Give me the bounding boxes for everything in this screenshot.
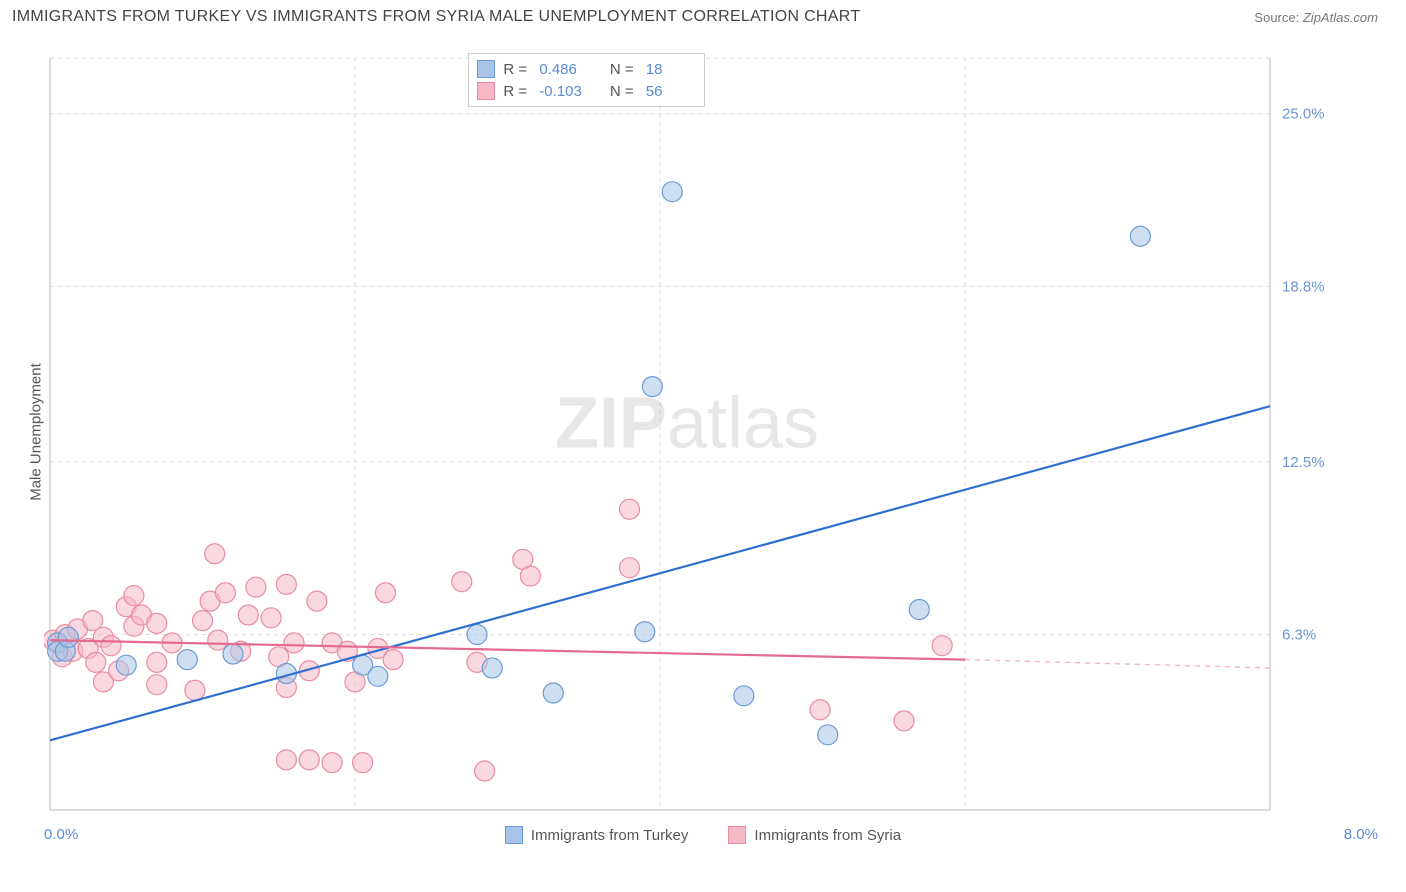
source-label: Source:	[1254, 10, 1299, 25]
scatter-point	[86, 652, 106, 672]
scatter-point	[147, 652, 167, 672]
scatter-point	[322, 753, 342, 773]
scatter-point	[276, 750, 296, 770]
scatter-point	[208, 630, 228, 650]
scatter-point	[909, 599, 929, 619]
scatter-point	[620, 499, 640, 519]
correlation-legend-box: R = 0.486 N = 18R = -0.103 N = 56	[468, 53, 748, 113]
scatter-point	[482, 658, 502, 678]
scatter-point	[383, 650, 403, 670]
scatter-point	[116, 655, 136, 675]
y-tick-label: 18.8%	[1282, 278, 1325, 295]
scatter-point	[101, 636, 121, 656]
legend-swatch	[505, 826, 523, 844]
scatter-point	[353, 753, 373, 773]
legend-swatch	[728, 826, 746, 844]
scatter-point	[58, 627, 78, 647]
scatter-point	[261, 608, 281, 628]
scatter-point	[467, 625, 487, 645]
scatter-point	[246, 577, 266, 597]
scatter-point	[1130, 226, 1150, 246]
scatter-point	[810, 700, 830, 720]
scatter-point	[284, 633, 304, 653]
scatter-point	[452, 572, 472, 592]
scatter-point	[193, 611, 213, 631]
legend-label: Immigrants from Turkey	[531, 827, 689, 844]
legend-item: Immigrants from Syria	[728, 826, 901, 844]
scatter-point	[223, 644, 243, 664]
regression-line-ext	[965, 660, 1270, 668]
scatter-point	[177, 650, 197, 670]
scatter-point	[620, 558, 640, 578]
y-tick-label: 25.0%	[1282, 106, 1325, 123]
scatter-point	[662, 182, 682, 202]
legend-item: Immigrants from Turkey	[505, 826, 689, 844]
scatter-point	[368, 666, 388, 686]
y-axis-label: Male Unemployment	[28, 363, 45, 501]
legend-swatch	[477, 82, 495, 100]
scatter-point	[376, 583, 396, 603]
title-bar: IMMIGRANTS FROM TURKEY VS IMMIGRANTS FRO…	[0, 0, 1406, 26]
legend-swatch	[477, 60, 495, 78]
correlation-legend-row: R = 0.486 N = 18	[477, 58, 695, 80]
source-value: ZipAtlas.com	[1303, 10, 1378, 25]
bottom-legend: Immigrants from Turkey Immigrants from Sy…	[0, 826, 1406, 844]
source-credit: Source: ZipAtlas.com	[1254, 10, 1378, 25]
scatter-point	[299, 750, 319, 770]
y-tick-label: 12.5%	[1282, 454, 1325, 471]
scatter-point	[276, 574, 296, 594]
scatter-point	[635, 622, 655, 642]
scatter-point	[215, 583, 235, 603]
scatter-point	[147, 675, 167, 695]
scatter-point	[734, 686, 754, 706]
scatter-point	[543, 683, 563, 703]
legend-label: Immigrants from Syria	[754, 827, 901, 844]
scatter-point	[894, 711, 914, 731]
watermark: ZIPatlas	[555, 383, 819, 463]
scatter-point	[307, 591, 327, 611]
scatter-point	[147, 613, 167, 633]
scatter-point	[205, 544, 225, 564]
chart-container: Male Unemployment 6.3%12.5%18.8%25.0%ZIP…	[44, 48, 1330, 816]
scatter-point	[520, 566, 540, 586]
scatter-point	[642, 377, 662, 397]
scatter-point	[124, 586, 144, 606]
scatter-point	[185, 680, 205, 700]
scatter-point	[932, 636, 952, 656]
correlation-legend-row: R = -0.103 N = 56	[477, 80, 695, 102]
scatter-point	[238, 605, 258, 625]
scatter-plot: 6.3% 12.5% 18.8% 25.0% ZIPatlas R = 0.486 N =…	[44, 48, 1330, 816]
scatter-point	[818, 725, 838, 745]
y-tick-label: 6.3%	[1282, 627, 1316, 644]
chart-title: IMMIGRANTS FROM TURKEY VS IMMIGRANTS FRO…	[12, 8, 860, 26]
scatter-point	[475, 761, 495, 781]
